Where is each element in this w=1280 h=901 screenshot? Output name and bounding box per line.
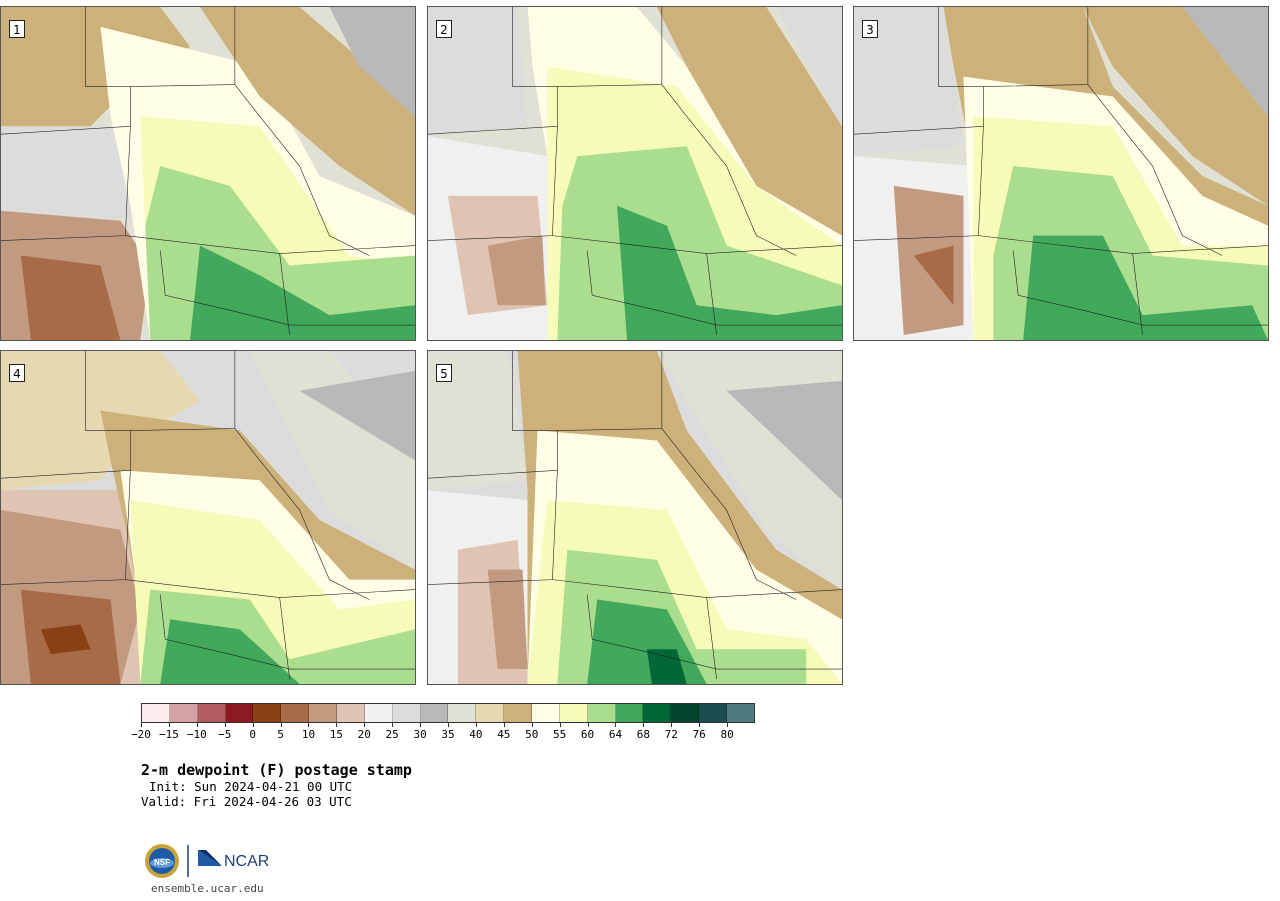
dewpoint-map-1 xyxy=(1,7,415,340)
init-time: Init: Sun 2024-04-21 00 UTC xyxy=(149,779,353,794)
colorbar-segment-2 xyxy=(197,704,226,722)
panel-number-5: 5 xyxy=(436,364,452,382)
colorbar-tick-label: 64 xyxy=(608,728,623,741)
colorbar-tick xyxy=(671,723,673,727)
panel-number-4: 4 xyxy=(9,364,25,382)
colorbar-segment-14 xyxy=(532,704,560,722)
colorbar-segment-1 xyxy=(169,704,198,722)
colorbar-tick-label: −10 xyxy=(186,728,207,741)
colorbar-segment-19 xyxy=(671,704,700,722)
colorbar-segment-0 xyxy=(142,704,170,722)
map-panel-3: 3 xyxy=(853,6,1269,341)
nsf-text: NSF xyxy=(154,858,170,867)
colorbar-tick xyxy=(420,723,422,727)
colorbar-segment-5 xyxy=(281,704,310,722)
colorbar-tick xyxy=(475,723,477,727)
colorbar-tick-label: 76 xyxy=(692,728,706,741)
map-panel-1: 1 xyxy=(0,6,416,341)
colorbar-tick-label: 35 xyxy=(441,728,455,741)
colorbar-tick xyxy=(448,723,449,727)
colorbar-tick-label: 50 xyxy=(525,728,539,741)
colorbar-tick xyxy=(392,723,394,727)
map-panel-5: 5 xyxy=(427,350,843,685)
panel-number-1: 1 xyxy=(9,20,25,38)
colorbar-tick-label: 5 xyxy=(277,728,284,741)
colorbar-tick-label: 0 xyxy=(249,728,256,741)
colorbar-tick xyxy=(336,723,338,727)
colorbar-tick xyxy=(252,723,254,727)
colorbar-segment-17 xyxy=(615,704,644,722)
colorbar-tick-label: 30 xyxy=(413,728,427,741)
colorbar-tick xyxy=(727,723,729,727)
colorbar-segment-11 xyxy=(448,704,477,722)
colorbar-tick-label: −5 xyxy=(218,728,232,741)
colorbar-tick xyxy=(308,723,310,727)
dewpoint-map-3 xyxy=(854,7,1268,340)
logo-graphic: NSF NCAR xyxy=(145,844,269,878)
colorbar-segment-8 xyxy=(364,704,393,722)
colorbar-segment-3 xyxy=(225,704,254,722)
ncar-text: NCAR xyxy=(224,853,269,870)
page-title: 2-m dewpoint (F) postage stamp xyxy=(141,761,412,779)
colorbar-tick xyxy=(224,723,226,727)
colorbar-segment-20 xyxy=(699,704,728,722)
colorbar-tick xyxy=(699,723,701,727)
colorbar-segment-16 xyxy=(587,704,616,722)
colorbar-tick xyxy=(559,723,561,727)
panel-number-2: 2 xyxy=(436,20,452,38)
colorbar-tick-label: 80 xyxy=(720,728,734,741)
colorbar-tick-label: 55 xyxy=(553,728,567,741)
dewpoint-map-2 xyxy=(428,7,842,340)
colorbar-tick-label: 72 xyxy=(664,728,678,741)
colorbar-tick xyxy=(168,723,170,727)
colorbar-segment-6 xyxy=(309,704,338,722)
colorbar-segment-10 xyxy=(420,704,449,722)
colorbar-segment-7 xyxy=(337,704,365,722)
colorbar-tick-label: 45 xyxy=(497,728,511,741)
colorbar-tick xyxy=(615,723,617,727)
dewpoint-map-4 xyxy=(1,351,415,684)
map-panel-2: 2 xyxy=(427,6,843,341)
colorbar xyxy=(141,703,755,723)
colorbar-tick xyxy=(531,723,533,727)
colorbar-tick xyxy=(280,723,282,727)
colorbar-tick-label: 68 xyxy=(636,728,650,741)
colorbar-tick-label: 25 xyxy=(385,728,399,741)
map-panel-4: 4 xyxy=(0,350,416,685)
colorbar-segment-9 xyxy=(392,704,421,722)
colorbar-segment-18 xyxy=(643,704,672,722)
colorbar-tick xyxy=(503,723,505,727)
colorbar-tick xyxy=(364,723,366,727)
nsf-ncar-logo: NSF NCAR xyxy=(144,842,274,882)
site-url: ensemble.ucar.edu xyxy=(151,882,264,895)
colorbar-tick-label: −20 xyxy=(131,728,151,741)
valid-time: Valid: Fri 2024-04-26 03 UTC xyxy=(141,794,352,809)
colorbar-tick-label: 20 xyxy=(357,728,371,741)
colorbar-tick-label: 10 xyxy=(301,728,316,741)
colorbar-tick-label: 60 xyxy=(580,728,595,741)
dewpoint-map-5 xyxy=(428,351,842,684)
colorbar-segment-21 xyxy=(727,704,754,722)
colorbar-tick-label: −15 xyxy=(158,728,179,741)
colorbar-tick xyxy=(587,723,589,727)
colorbar-segment-13 xyxy=(504,704,533,722)
colorbar-ticks: −20 −15 −10 −5 0 5 10 15 20 25 30 35 40 45 50 55 60 64 68 7… xyxy=(131,723,755,743)
colorbar-tick-label: 40 xyxy=(469,728,483,741)
colorbar-tick-label: 15 xyxy=(329,728,343,741)
colorbar-tick xyxy=(196,723,198,727)
panel-number-3: 3 xyxy=(862,20,878,38)
colorbar-segment-15 xyxy=(559,704,588,722)
colorbar-segment-4 xyxy=(253,704,282,722)
colorbar-tick xyxy=(643,723,645,727)
colorbar-tick xyxy=(141,723,142,727)
colorbar-segment-12 xyxy=(476,704,505,722)
